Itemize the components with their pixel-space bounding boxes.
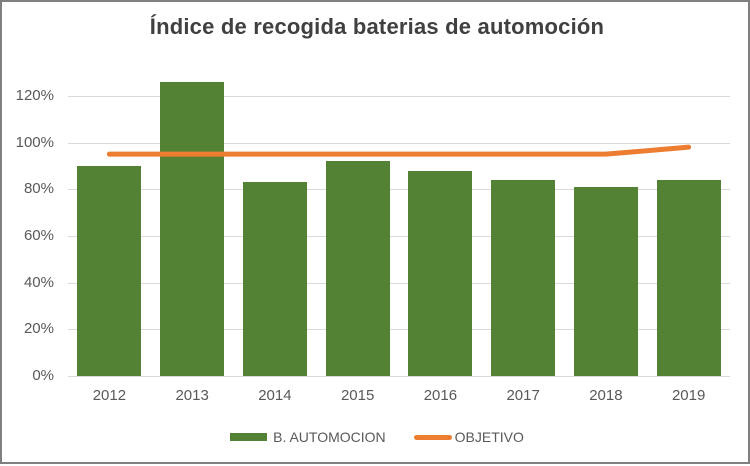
y-axis-tick-40%: 40% (23, 273, 54, 291)
legend-swatch-bar-b-automocion (230, 433, 268, 441)
bar-2015 (325, 161, 390, 376)
gridline-0% (68, 376, 730, 377)
gridline-80% (68, 189, 730, 191)
legend-swatch-line-objetivo (413, 434, 452, 440)
x-axis-tick-2017: 2017 (506, 387, 540, 404)
bar-2017 (491, 179, 556, 376)
chart-title: Índice de recogida baterias de automoció… (149, 14, 605, 39)
gridline-60% (68, 235, 730, 237)
x-axis-tick-2014: 2014 (258, 387, 292, 404)
bar-2018 (573, 186, 638, 376)
gridline-40% (68, 282, 730, 284)
bar-2016 (408, 170, 473, 376)
bar-2019 (656, 179, 721, 376)
y-axis-tick-0%: 0% (32, 367, 54, 384)
gridline-120% (68, 95, 730, 97)
y-axis-tick-80%: 80% (23, 180, 54, 198)
legend-label-objetivo: OBJETIVO (454, 429, 524, 445)
y-axis-tick-100%: 100% (15, 133, 54, 151)
legend-label-b-automocion: B. AUTOMOCION (273, 429, 386, 445)
y-axis-tick-20%: 20% (23, 320, 54, 338)
x-axis-tick-2015: 2015 (340, 387, 375, 404)
bar-2014 (242, 182, 307, 376)
bar-2012 (77, 165, 142, 376)
bar-2013 (160, 81, 225, 376)
y-axis-tick-120%: 120% (15, 86, 54, 104)
x-axis-tick-2018: 2018 (589, 387, 623, 404)
x-axis-tick-2012: 2012 (92, 387, 127, 404)
gridline-100% (68, 142, 730, 144)
legend: B. AUTOMOCION OBJETIVO (2, 428, 750, 446)
y-axis-tick-60%: 60% (23, 226, 54, 244)
x-axis-tick-2013: 2013 (175, 387, 209, 404)
x-axis-tick-2019: 2019 (671, 387, 706, 404)
gridline-20% (68, 329, 730, 331)
x-axis-tick-2016: 2016 (423, 387, 458, 404)
